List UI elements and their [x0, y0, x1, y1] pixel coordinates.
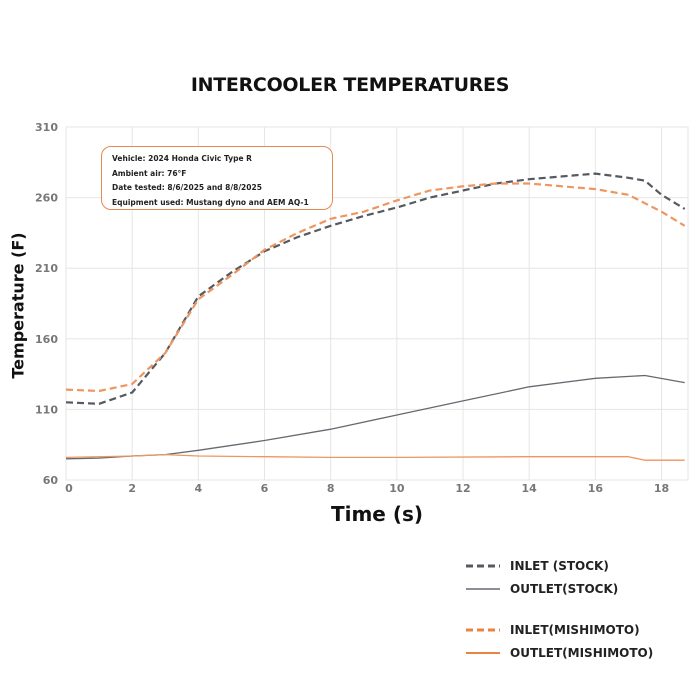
- legend-swatch: [466, 564, 500, 567]
- series-line-1: [65, 374, 685, 460]
- legend-label: INLET (STOCK): [510, 558, 609, 573]
- x-tick-label: 0: [65, 482, 73, 495]
- x-tick-label: 2: [128, 482, 136, 495]
- legend-item: OUTLET(MISHIMOTO): [466, 641, 653, 664]
- chart-title: INTERCOOLER TEMPERATURES: [190, 74, 510, 96]
- legend-label: INLET(MISHIMOTO): [510, 622, 640, 637]
- x-tick-label: 10: [389, 482, 405, 495]
- x-tick-label: 6: [261, 482, 269, 495]
- y-tick-label: 160: [35, 333, 58, 346]
- series-line-3: [65, 453, 685, 461]
- y-tick-label: 60: [43, 474, 59, 487]
- info-vehicle: Vehicle: 2024 Honda Civic Type R: [112, 154, 252, 163]
- y-axis-label: Temperature (F): [8, 232, 28, 379]
- legend-item: OUTLET(STOCK): [466, 577, 653, 600]
- y-tick-label: 260: [35, 192, 58, 205]
- legend-label: OUTLET(MISHIMOTO): [510, 645, 654, 660]
- x-tick-label: 14: [522, 482, 538, 495]
- series-line-2: [65, 182, 686, 393]
- info-ambient: Ambient air: 76°F: [112, 168, 187, 178]
- legend-swatch: [466, 628, 500, 631]
- info-equipment: Equipment used: Mustang dyno and AEM AQ-…: [112, 197, 309, 207]
- legend-item: INLET (STOCK): [466, 554, 653, 577]
- legend-label: OUTLET(STOCK): [510, 581, 619, 596]
- legend-item: INLET(MISHIMOTO): [466, 618, 653, 641]
- x-axis-label: Time (s): [330, 502, 424, 526]
- test-info-box: Vehicle: 2024 Honda Civic Type R Ambient…: [101, 146, 333, 210]
- plot-border: [65, 126, 689, 481]
- legend-swatch: [466, 651, 500, 654]
- x-tick-label: 16: [588, 482, 604, 495]
- x-tick-label: 18: [654, 482, 669, 495]
- series-line-0: [65, 172, 686, 405]
- info-date: Date tested: 8/6/2025 and 8/8/2025: [112, 183, 262, 192]
- y-tick-label: 310: [35, 121, 58, 134]
- y-tick-label: 110: [35, 403, 58, 416]
- y-tick-label: 210: [35, 262, 58, 275]
- legend-swatch: [466, 587, 500, 590]
- legend: INLET (STOCK) OUTLET(STOCK) INLET(MISHIM…: [466, 554, 653, 664]
- x-tick-label: 4: [195, 482, 203, 495]
- x-tick-label: 8: [327, 482, 335, 495]
- x-tick-label: 12: [455, 482, 470, 495]
